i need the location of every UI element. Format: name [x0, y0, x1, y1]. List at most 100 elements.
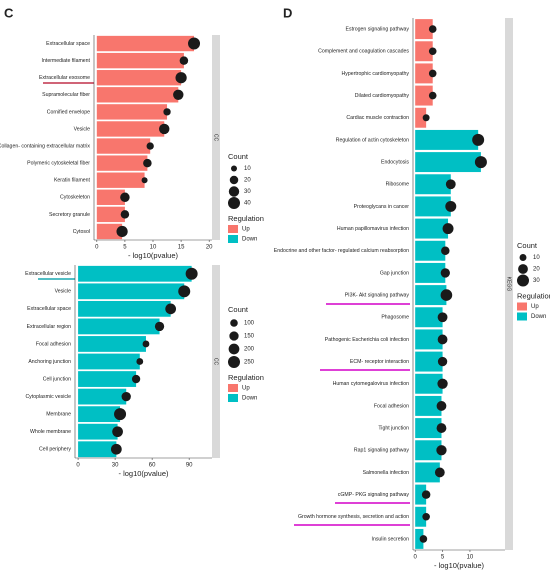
legend-label: 200 — [244, 347, 255, 353]
y-tick-label: Dilated cardiomyopathy — [355, 93, 410, 99]
x-tick-label: 0 — [414, 555, 418, 561]
bar — [96, 104, 168, 120]
x-tick-label: 0 — [76, 463, 80, 469]
panel-label: D — [283, 5, 292, 20]
y-tick-label: Anchoring junction — [28, 359, 71, 365]
y-tick-label: Extracellular vesicle — [25, 271, 71, 277]
bar — [78, 353, 140, 370]
bar — [78, 441, 117, 458]
y-tick-label: Human cytomegalovirus infection — [333, 381, 410, 387]
count-dot — [472, 133, 485, 146]
facet-strip — [212, 265, 220, 458]
y-tick-label: Growth hormone synthesis, secretion and … — [298, 514, 409, 520]
count-dot — [114, 408, 127, 421]
count-dot — [143, 158, 152, 168]
y-tick-label: Ribosome — [386, 182, 409, 188]
legend-label: Up — [242, 227, 250, 233]
bar — [96, 121, 165, 137]
legend-size-key — [228, 186, 240, 197]
bar — [415, 218, 449, 239]
legend-swatch — [517, 302, 527, 311]
count-dot — [159, 123, 170, 135]
y-tick-label: Whole membrane — [30, 429, 71, 435]
bar — [78, 318, 160, 335]
bar — [78, 423, 118, 440]
count-dot — [146, 142, 154, 150]
legend-label: 30 — [244, 189, 251, 195]
bar — [96, 206, 125, 223]
bar — [78, 265, 192, 282]
x-tick-label: 5 — [441, 555, 445, 561]
y-tick-label: Secretory granule — [49, 212, 90, 218]
legend-size-key — [228, 343, 240, 355]
count-dot — [437, 312, 448, 323]
bar — [96, 35, 195, 52]
y-tick-label: Phagosome — [381, 315, 409, 321]
legend-size-key — [231, 165, 237, 172]
bar — [78, 371, 137, 387]
legend-label: Down — [242, 237, 257, 243]
bar — [415, 307, 443, 328]
legend-label: 30 — [533, 278, 540, 284]
count-dot — [434, 467, 445, 478]
y-tick-label: Collagen- containing extracellular matri… — [0, 143, 90, 149]
count-dot — [428, 25, 437, 33]
legend-swatch — [228, 225, 238, 233]
x-tick-label: 30 — [112, 463, 119, 469]
bar — [415, 484, 427, 505]
count-dot — [440, 268, 450, 278]
legend-title: Regulation — [228, 214, 264, 223]
count-dot — [421, 490, 431, 499]
bar — [96, 189, 125, 205]
y-tick-label: Complement and coagulation cascades — [318, 49, 409, 55]
legend-size-key — [228, 197, 240, 209]
y-tick-label: Supramolecular fiber — [42, 92, 90, 98]
y-tick-label: Cardiac muscle contraction — [346, 115, 409, 121]
y-tick-label: Membrane — [46, 412, 71, 418]
bar — [415, 262, 446, 283]
legend-title: Regulation — [228, 373, 264, 382]
y-tick-label: Cytoskeleton — [60, 195, 90, 201]
y-tick-label: Human papillomavirus infection — [337, 226, 409, 232]
y-tick-label: Salmonella infection — [363, 470, 410, 476]
bar — [96, 138, 151, 154]
legend-swatch — [517, 312, 527, 321]
count-dot — [422, 512, 430, 521]
facet-strip-label: KEGG — [506, 277, 512, 292]
x-axis-title: - log10(pvalue) — [118, 469, 169, 478]
y-tick-label: Polymeric cytoskeletal fiber — [27, 161, 90, 167]
x-tick-label: 10 — [467, 555, 474, 561]
y-tick-label: Keratin filament — [54, 178, 91, 184]
count-dot — [428, 47, 437, 56]
legend-size-key — [519, 254, 527, 261]
count-dot — [136, 358, 144, 365]
count-dot — [441, 246, 450, 255]
bar — [415, 152, 481, 173]
legend-label: 40 — [244, 201, 251, 207]
y-tick-label: Vesicle — [55, 289, 72, 295]
y-tick-label: Endocytosis — [381, 159, 409, 165]
y-tick-label: Rap1 signaling pathway — [354, 448, 409, 454]
y-tick-label: Focal adhesion — [374, 403, 409, 409]
y-tick-label: Vesicle — [74, 126, 91, 132]
legend-swatch — [228, 394, 238, 402]
legend-label: 20 — [244, 178, 251, 184]
legend-label: 250 — [244, 360, 255, 366]
count-dot — [445, 200, 457, 212]
count-dot — [179, 56, 189, 65]
legend-size-key — [230, 319, 238, 327]
count-dot — [422, 114, 430, 122]
y-tick-label: PI3K- Akt signaling pathway — [345, 292, 410, 298]
bar — [415, 395, 442, 416]
count-dot — [474, 156, 487, 169]
count-dot — [131, 374, 141, 384]
bar — [415, 85, 433, 106]
y-tick-label: Estrogen signaling pathway — [346, 26, 410, 32]
y-tick-label: Endocrine and other factor- regulated ca… — [274, 248, 409, 254]
y-tick-label: Cell junction — [43, 376, 71, 382]
bar — [96, 155, 148, 171]
plot-background — [94, 35, 212, 240]
bar — [96, 172, 145, 188]
y-tick-label: Extracellular space — [27, 306, 71, 312]
bar — [78, 300, 171, 317]
